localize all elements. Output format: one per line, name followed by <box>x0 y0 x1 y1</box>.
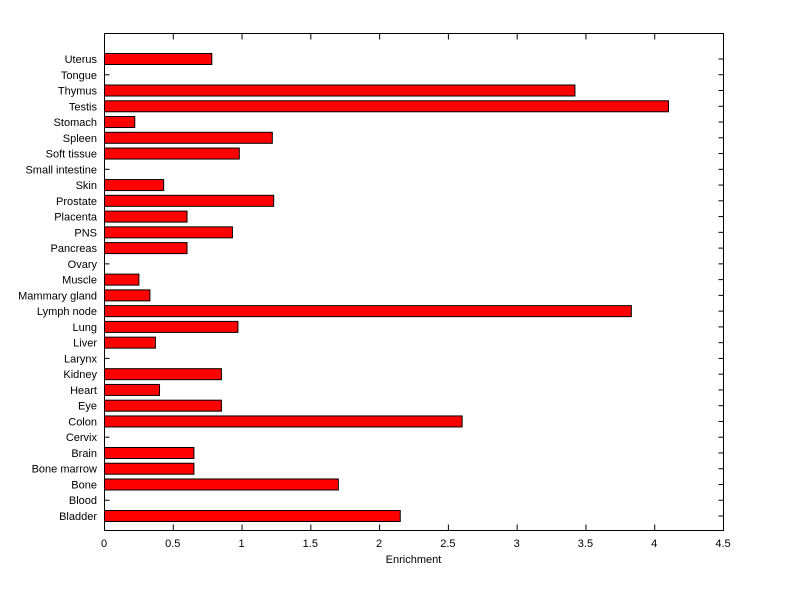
bar-bone-marrow <box>104 462 195 475</box>
x-tick-label: 3 <box>514 538 520 550</box>
y-tick-label-testis: Testis <box>69 101 98 113</box>
y-tick-label-prostate: Prostate <box>56 196 97 208</box>
bar-thymus <box>104 84 576 97</box>
bar-placenta <box>104 210 188 223</box>
y-tick-label-lymph-node: Lymph node <box>37 306 97 318</box>
y-tick-label-liver: Liver <box>73 338 97 350</box>
y-tick-label-spleen: Spleen <box>63 133 97 145</box>
y-tick-label-stomach: Stomach <box>54 117 97 129</box>
bar-soft-tissue <box>104 147 240 160</box>
y-tick-label-muscle: Muscle <box>62 275 97 287</box>
y-tick-label-heart: Heart <box>70 385 97 397</box>
y-tick-label-tongue: Tongue <box>61 70 97 82</box>
y-tick-label-cervix: Cervix <box>66 432 98 444</box>
y-tick-label-larynx: Larynx <box>64 353 98 365</box>
bar-testis <box>104 100 669 113</box>
bar-pancreas <box>104 242 188 255</box>
bar-uterus <box>104 53 213 65</box>
y-tick-label-ovary: Ovary <box>68 259 98 271</box>
bar-lung <box>104 320 239 333</box>
bar-brain <box>104 446 195 459</box>
bar-mammary-gland <box>104 289 151 302</box>
x-tick-label: 0 <box>101 538 107 550</box>
x-tick-label: 1 <box>238 538 244 550</box>
plot-area <box>104 33 724 531</box>
bar-liver <box>104 336 156 349</box>
bar-muscle <box>104 273 140 286</box>
y-tick-label-bone-marrow: Bone marrow <box>32 464 97 476</box>
bar-pns <box>104 226 233 239</box>
y-tick-label-pancreas: Pancreas <box>51 243 98 255</box>
y-tick-label-blood: Blood <box>69 495 97 507</box>
bar-prostate <box>104 194 275 207</box>
bar-skin <box>104 179 165 192</box>
x-axis-label: Enrichment <box>386 554 442 566</box>
x-tick-label: 2.5 <box>440 538 455 550</box>
y-tick-label-bladder: Bladder <box>59 511 97 523</box>
x-tick-label: 3.5 <box>578 538 593 550</box>
bar-eye <box>104 399 222 412</box>
bar-bladder <box>104 510 401 522</box>
y-tick-label-brain: Brain <box>71 448 97 460</box>
bar-lymph-node <box>104 305 632 318</box>
y-tick-label-small-intestine: Small intestine <box>25 164 97 176</box>
y-tick-label-soft-tissue: Soft tissue <box>46 149 97 161</box>
x-tick-label: 2 <box>376 538 382 550</box>
bar-colon <box>104 415 463 428</box>
x-tick-label: 4 <box>651 538 657 550</box>
y-tick-label-kidney: Kidney <box>63 369 97 381</box>
bar-heart <box>104 383 161 396</box>
y-tick-label-thymus: Thymus <box>58 86 98 98</box>
bar-bone <box>104 478 339 491</box>
y-tick-label-lung: Lung <box>73 322 97 334</box>
y-tick-label-uterus: Uterus <box>65 54 98 66</box>
y-tick-label-placenta: Placenta <box>54 212 98 224</box>
bar-spleen <box>104 131 273 144</box>
y-tick-label-mammary-gland: Mammary gland <box>18 290 97 302</box>
bar-kidney <box>104 368 222 381</box>
y-tick-label-colon: Colon <box>68 416 97 428</box>
bar-stomach <box>104 116 136 129</box>
y-tick-label-eye: Eye <box>78 401 97 413</box>
y-tick-label-pns: PNS <box>74 227 97 239</box>
x-tick-label: 1.5 <box>303 538 318 550</box>
x-tick-label: 4.5 <box>715 538 730 550</box>
x-tick-label: 0.5 <box>165 538 180 550</box>
y-tick-label-bone: Bone <box>71 479 97 491</box>
y-tick-label-skin: Skin <box>76 180 97 192</box>
